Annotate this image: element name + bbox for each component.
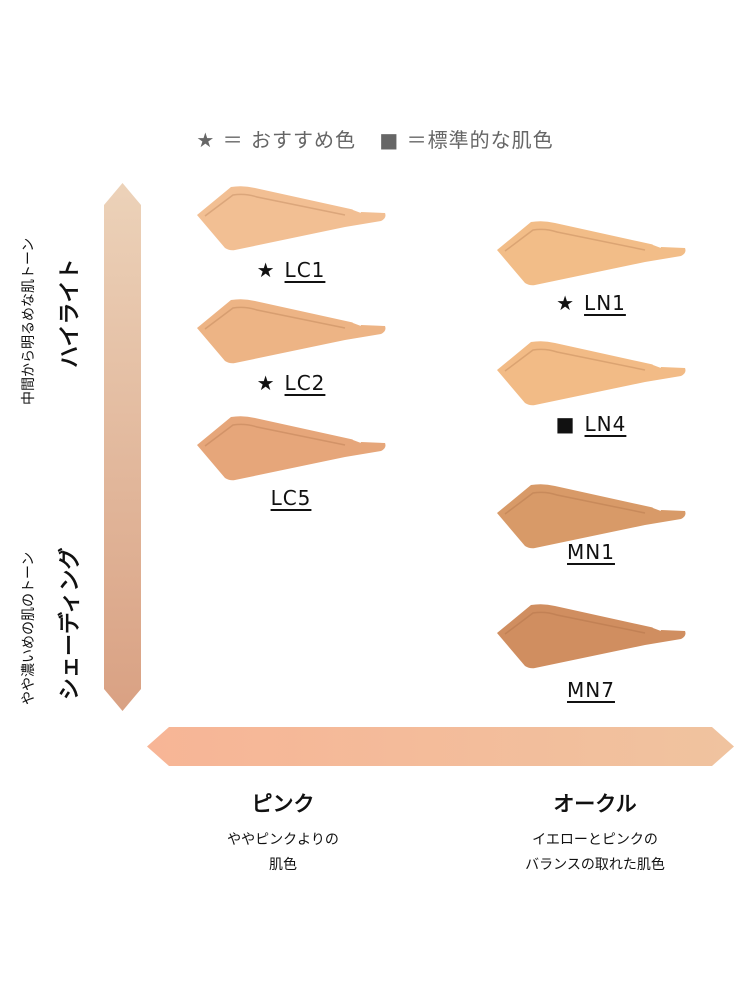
shade-code-link[interactable]: LN1 bbox=[584, 291, 626, 315]
shade-code-link[interactable]: LC2 bbox=[284, 371, 326, 395]
shade-label: ■ LN4 bbox=[495, 412, 687, 436]
highlight-title: ハイライト bbox=[58, 258, 83, 368]
pink-desc: ややピンクよりの 肌色 bbox=[133, 828, 433, 878]
legend-recommended: ★ ＝ おすすめ色 bbox=[196, 128, 357, 152]
swatch-lc2[interactable] bbox=[195, 298, 387, 364]
square-icon: ■ bbox=[555, 412, 575, 436]
swatch-mn7[interactable] bbox=[495, 603, 687, 669]
shade-code-link[interactable]: MN1 bbox=[567, 540, 615, 564]
ochre-desc-line2: バランスの取れた肌色 bbox=[525, 857, 665, 873]
shade-label: ★ LN1 bbox=[495, 291, 687, 315]
horizontal-arrow bbox=[147, 727, 734, 766]
category-ochre: オークル イエローとピンクの バランスの取れた肌色 bbox=[445, 788, 745, 878]
vertical-arrow bbox=[104, 183, 141, 711]
highlight-subtitle: 中間から明るめな肌トーン bbox=[21, 237, 37, 405]
shade-code-link[interactable]: LN4 bbox=[584, 412, 627, 436]
ochre-desc-line1: イエローとピンクの bbox=[532, 832, 658, 848]
legend: ★ ＝ おすすめ色 ■ ＝標準的な肌色 bbox=[0, 124, 750, 153]
shading-title: シェーディング bbox=[58, 547, 83, 700]
shade-code-link[interactable]: LC1 bbox=[284, 258, 326, 282]
shading-subtitle: やや濃いめの肌のトーン bbox=[21, 551, 37, 705]
swatch-lc1[interactable] bbox=[195, 185, 387, 251]
shade-label: ★ LC1 bbox=[195, 258, 387, 282]
ochre-title: オークル bbox=[553, 792, 637, 816]
pink-desc-line2: 肌色 bbox=[269, 857, 297, 873]
shade-code-link[interactable]: MN7 bbox=[567, 678, 615, 702]
shade-label: MN7 bbox=[495, 678, 687, 702]
swatch-mn1[interactable] bbox=[495, 483, 687, 549]
star-icon: ★ bbox=[256, 258, 275, 282]
star-icon: ★ bbox=[556, 291, 575, 315]
swatch-ln4[interactable] bbox=[495, 340, 687, 406]
shade-code-link[interactable]: LC5 bbox=[270, 486, 312, 510]
pink-desc-line1: ややピンクよりの bbox=[227, 832, 339, 848]
shade-label: MN1 bbox=[495, 540, 687, 564]
shade-label: LC5 bbox=[195, 486, 387, 510]
ochre-desc: イエローとピンクの バランスの取れた肌色 bbox=[445, 828, 745, 878]
pink-title: ピンク bbox=[251, 792, 315, 816]
legend-standard: ■ ＝標準的な肌色 bbox=[379, 128, 554, 152]
shade-label: ★ LC2 bbox=[195, 371, 387, 395]
category-pink: ピンク ややピンクよりの 肌色 bbox=[133, 788, 433, 878]
star-icon: ★ bbox=[256, 371, 275, 395]
swatch-ln1[interactable] bbox=[495, 220, 687, 286]
swatch-lc5[interactable] bbox=[195, 415, 387, 481]
